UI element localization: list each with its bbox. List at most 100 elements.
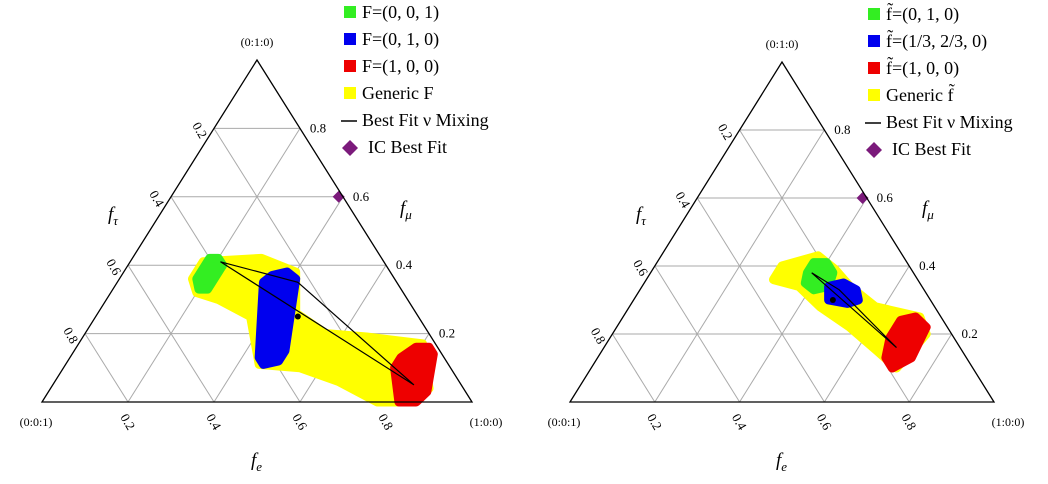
axis-label-f-e-main: f: [251, 450, 259, 471]
legend-item: Generic f̃: [868, 83, 955, 105]
legend-diamond-swatch: [342, 140, 358, 156]
grid-line: [908, 333, 953, 403]
legend: F=(0, 0, 1) F=(0, 1, 0) F=(1, 0, 0) Generic…: [341, 2, 489, 157]
axis-label-f-e-sub: e: [256, 459, 262, 474]
best-fit-mixing-line: [811, 272, 897, 349]
legend-item: F=(0, 0, 1): [344, 2, 439, 23]
legend-swatch: [868, 62, 880, 74]
tick-label-bottom: 0.2: [117, 411, 138, 433]
tick-label-right: 0.6: [877, 190, 894, 205]
vertex-label-top: (0:1:0): [766, 37, 799, 51]
tick-label-left: 0.2: [189, 119, 210, 141]
axis-label-f-tau-sub: τ: [113, 213, 119, 228]
ternary-plot-left: (0:1:0) (0:0:1) (1:0:0) 0.2 0.4 0.6 0.8 0.8 0.6 0…: [20, 2, 503, 474]
axis-label-f-mu-main: f: [922, 198, 930, 219]
legend-item: Best Fit ν Mixing: [865, 112, 1013, 132]
axis-label-f-e-main: f: [776, 450, 784, 471]
vertex-label-right: (1:0:0): [470, 415, 503, 429]
legend-diamond-swatch: [866, 142, 882, 158]
legend: f̃=(0, 1, 0) f̃=(1/3, 2/3, 0) f̃=(1, 0, 0)…: [865, 2, 1013, 159]
tick-label-left: 0.2: [715, 121, 736, 143]
tick-label-right: 0.2: [961, 326, 977, 341]
tick-label-left: 0.8: [588, 325, 609, 347]
tick-label-right: 0.8: [834, 122, 850, 137]
best-fit-point: [294, 313, 301, 320]
legend-label: F=(0, 0, 1): [362, 2, 439, 23]
axis-label-f-mu-sub: μ: [404, 207, 412, 222]
ternary-plot-right: (0:1:0) (0:0:1) (1:0:0) 0.2 0.4 0.6 0.8 0.8 0.6 0…: [548, 2, 1025, 474]
region-2: [881, 312, 931, 373]
tick-label-left: 0.6: [103, 256, 124, 278]
legend-swatch: [344, 87, 356, 99]
tick-label-bottom: 0.6: [289, 411, 310, 433]
legend-swatch: [344, 60, 356, 72]
legend-swatch: [868, 8, 880, 20]
axis-label-f-e: fe: [776, 450, 787, 474]
triangle-frame: [568, 60, 996, 403]
legend-item: F=(1, 0, 0): [344, 56, 439, 77]
legend-label: F=(1, 0, 0): [362, 56, 439, 77]
tick-label-left: 0.8: [60, 325, 81, 347]
legend-label: Best Fit ν Mixing: [886, 112, 1013, 132]
legend-label: f̃=(1, 0, 0): [886, 56, 959, 79]
legend-label: Generic F: [362, 83, 433, 103]
grid-line: [739, 197, 868, 403]
legend-label: IC Best Fit: [892, 139, 971, 159]
grid-line: [696, 197, 825, 403]
legend-label: Best Fit ν Mixing: [362, 110, 489, 130]
axis-label-f-mu-main: f: [400, 198, 408, 219]
legend-swatch: [868, 35, 880, 47]
region-0: [192, 253, 228, 294]
grid-line: [611, 333, 656, 403]
legend-label: Generic f̃: [886, 83, 955, 105]
tick-label-right: 0.4: [396, 257, 413, 272]
axis-label-f-tau-main: f: [636, 204, 644, 225]
tick-label-bottom: 0.8: [899, 411, 920, 433]
legend-label: f̃=(0, 1, 0): [886, 2, 959, 25]
region-1: [254, 267, 301, 369]
legend-item: f̃=(0, 1, 0): [868, 2, 959, 25]
axis-label-f-mu: fμ: [400, 198, 412, 222]
tick-label-right: 0.4: [919, 258, 936, 273]
axis-label-f-tau: fτ: [108, 204, 119, 228]
axis-label-f-mu: fμ: [922, 198, 934, 222]
tick-label-right: 0.6: [353, 189, 370, 204]
tick-label-left: 0.4: [146, 188, 167, 210]
tick-label-bottom: 0.8: [375, 411, 396, 433]
vertex-label-left: (0:0:1): [548, 415, 581, 429]
legend-item: IC Best Fit: [342, 137, 447, 157]
tick-label-right: 0.8: [310, 120, 326, 135]
legend-item: f̃=(1/3, 2/3, 0): [868, 29, 987, 52]
legend-item: IC Best Fit: [866, 139, 971, 159]
legend-swatch: [344, 6, 356, 18]
region-2: [390, 342, 438, 407]
axis-label-f-tau: fτ: [636, 204, 647, 228]
axis-label-f-tau-main: f: [108, 204, 116, 225]
tick-label-right: 0.2: [439, 326, 455, 341]
legend-label: f̃=(1/3, 2/3, 0): [886, 29, 987, 52]
legend-item: Best Fit ν Mixing: [341, 110, 489, 130]
legend-label: F=(0, 1, 0): [362, 29, 439, 50]
grid-line: [654, 265, 741, 403]
legend-label: IC Best Fit: [368, 137, 447, 157]
grid-line: [84, 333, 129, 403]
vertex-label-right: (1:0:0): [992, 415, 1025, 429]
tick-label-bottom: 0.2: [644, 411, 665, 433]
grid-line: [127, 264, 215, 403]
legend-item: Generic F: [344, 83, 433, 103]
vertex-label-top: (0:1:0): [241, 35, 274, 49]
legend-swatch: [344, 33, 356, 45]
legend-item: F=(0, 1, 0): [344, 29, 439, 50]
legend-swatch: [868, 89, 880, 101]
best-fit-point: [829, 297, 836, 303]
tick-label-left: 0.6: [630, 257, 651, 279]
tick-label-left: 0.4: [673, 189, 694, 211]
tick-label-bottom: 0.6: [814, 411, 835, 433]
axis-label-f-mu-sub: μ: [926, 207, 934, 222]
tick-label-bottom: 0.4: [203, 411, 224, 433]
axis-label-f-e: fe: [251, 450, 262, 474]
axis-label-f-e-sub: e: [781, 459, 787, 474]
axis-label-f-tau-sub: τ: [641, 213, 647, 228]
vertex-label-left: (0:0:1): [20, 415, 53, 429]
